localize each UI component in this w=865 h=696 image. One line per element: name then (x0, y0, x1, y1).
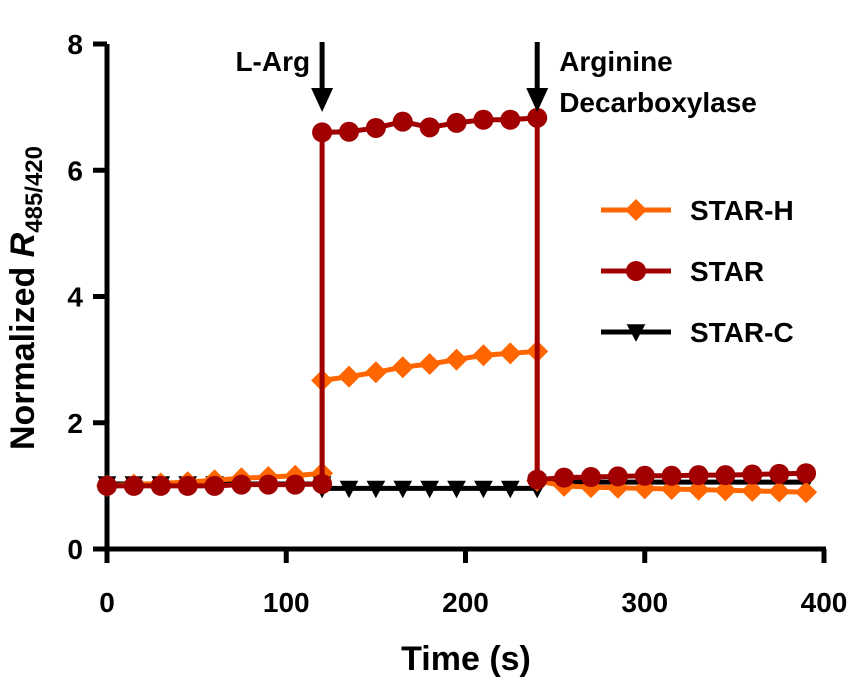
data-point-circle (97, 475, 117, 496)
data-point-circle (715, 465, 736, 486)
x-tick-label: 100 (263, 587, 310, 618)
data-point-circle (177, 475, 198, 496)
y-tick-label: 6 (67, 155, 83, 186)
data-point-circle (769, 463, 790, 484)
data-point-triangle (366, 480, 386, 499)
data-point-triangle (393, 480, 413, 499)
data-point-circle (285, 474, 306, 495)
data-point-diamond (625, 199, 647, 221)
legend-item-star: STAR (601, 256, 764, 287)
y-tick-label: 0 (67, 534, 83, 565)
data-point-circle (661, 465, 682, 486)
data-point-circle (446, 112, 467, 133)
data-point-circle (150, 475, 171, 496)
annotation-label-line2: Decarboxylase (559, 87, 757, 118)
data-point-diamond (472, 344, 495, 367)
series-line (107, 115, 807, 489)
legend: STAR-H STAR STAR-C (601, 195, 794, 348)
data-point-circle (607, 466, 628, 487)
data-point-circle (231, 474, 252, 495)
data-point-circle (365, 117, 386, 138)
data-point-triangle (339, 480, 359, 499)
data-point-diamond (795, 481, 818, 504)
data-point-diamond (687, 478, 710, 501)
legend-label: STAR-H (690, 195, 794, 226)
x-tick-label: 200 (442, 587, 489, 618)
data-point-circle (527, 469, 548, 490)
data-point-circle (527, 107, 548, 128)
y-axis-label: Normalized R485/420 (4, 146, 48, 450)
data-point-circle (554, 467, 575, 488)
arrow-down-icon (526, 88, 549, 112)
data-point-triangle (626, 324, 646, 342)
annotation-label: L-Arg (235, 46, 310, 77)
x-axis-label: Time (s) (401, 640, 531, 678)
legend-item-star-h: STAR-H (601, 195, 794, 226)
series-star (97, 107, 817, 496)
data-point-triangle (474, 480, 493, 499)
annotations: L-Arg Arginine Decarboxylase (235, 42, 757, 118)
data-point-circle (688, 465, 709, 486)
data-point-circle (742, 464, 763, 485)
series-star-h (96, 340, 818, 504)
data-point-circle (419, 117, 440, 138)
data-point-circle (312, 473, 333, 494)
data-point-circle (204, 475, 225, 496)
data-point-diamond (337, 365, 360, 388)
y-tick-label: 2 (67, 408, 83, 439)
data-point-diamond (768, 480, 791, 503)
data-point-circle (338, 121, 359, 142)
data-point-circle (626, 261, 646, 281)
plot-area (96, 107, 818, 504)
y-tick-label: 8 (67, 29, 83, 60)
data-point-diamond (741, 479, 764, 502)
x-tick-label: 0 (99, 587, 115, 618)
data-point-diamond (418, 353, 441, 376)
data-point-circle (473, 109, 494, 130)
data-point-circle (634, 465, 655, 486)
data-point-circle (500, 109, 521, 130)
data-point-triangle (420, 480, 439, 499)
y-tick-label: 4 (67, 282, 83, 313)
legend-label: STAR (690, 256, 764, 287)
data-point-triangle (447, 480, 466, 499)
annotation-label: Arginine (559, 46, 673, 77)
data-point-triangle (500, 480, 520, 499)
data-point-diamond (391, 356, 414, 379)
data-point-circle (580, 467, 601, 488)
legend-item-star-c: STAR-C (601, 317, 794, 348)
data-point-diamond (364, 361, 387, 384)
data-point-diamond (714, 479, 737, 502)
x-tick-label: 400 (801, 587, 848, 618)
data-point-circle (258, 474, 279, 495)
data-point-circle (392, 111, 413, 132)
data-point-diamond (499, 342, 522, 365)
data-point-circle (796, 463, 817, 484)
x-tick-label: 300 (621, 587, 668, 618)
data-point-circle (312, 122, 333, 143)
data-point-circle (123, 475, 144, 496)
arrow-down-icon (311, 88, 334, 112)
data-point-diamond (445, 348, 468, 371)
axes: 0 100 200 300 400 0 2 4 6 8 (67, 29, 847, 618)
legend-label: STAR-C (690, 317, 794, 348)
